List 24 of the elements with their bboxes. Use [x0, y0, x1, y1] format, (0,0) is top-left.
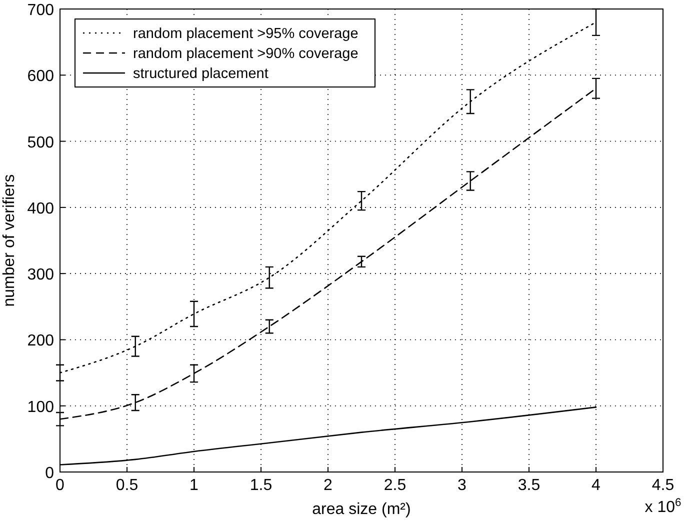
- legend-label: structured placement: [133, 66, 268, 82]
- x-axis-title: area size (m²): [312, 501, 411, 518]
- legend-label: random placement >90% coverage: [133, 46, 358, 62]
- legend-label: random placement >95% coverage: [133, 26, 358, 42]
- x-tick-label: 4: [592, 477, 601, 494]
- text: x 10$^{6}$: [644, 497, 682, 516]
- x-tick-label: 0.5: [116, 477, 138, 494]
- y-tick-label: 0: [45, 465, 54, 482]
- y-tick-label: 400: [27, 200, 54, 218]
- x-tick-label: 4.5: [652, 477, 674, 494]
- x-tick-label: 1.5: [250, 477, 272, 494]
- x-tick-label: 1: [190, 477, 199, 494]
- x-tick-label: 0: [56, 477, 65, 494]
- y-tick-label: 100: [27, 398, 54, 416]
- y-tick-label: 300: [27, 266, 54, 284]
- x-tick-label: 3: [458, 477, 467, 494]
- y-tick-label: 600: [27, 68, 54, 86]
- y-tick-label: 700: [27, 2, 54, 19]
- y-tick-label: 500: [27, 134, 54, 152]
- x-tick-label: 3.5: [518, 477, 540, 494]
- x-tick-label: 2.5: [384, 477, 406, 494]
- x-tick-label: 2: [324, 477, 333, 494]
- y-tick-label: 200: [27, 332, 54, 350]
- y-axis-title: number of verifiers: [1, 174, 18, 307]
